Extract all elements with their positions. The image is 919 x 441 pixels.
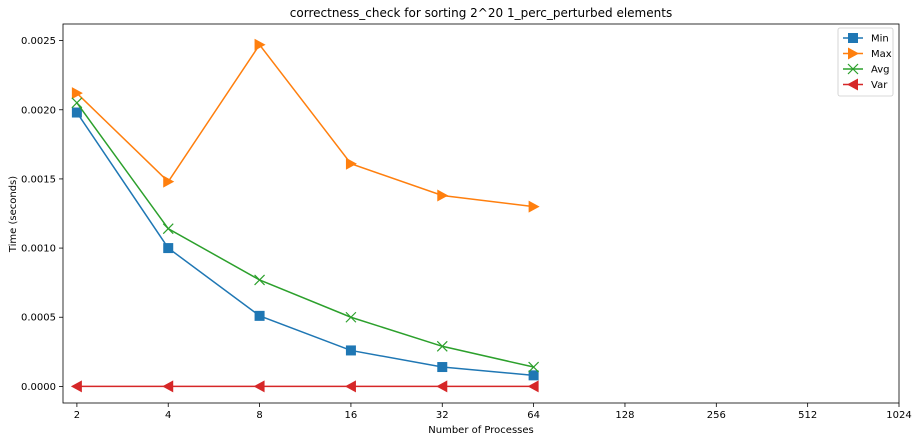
x-tick-label: 128 (615, 410, 634, 421)
data-point-min (254, 310, 265, 321)
legend-marker-avg (847, 63, 859, 75)
data-point-min (163, 243, 174, 254)
legend-marker-max (848, 47, 859, 60)
data-point-var (527, 380, 539, 393)
data-point-max (528, 200, 540, 213)
x-tick-label: 16 (345, 410, 358, 421)
x-tick-label: 1024 (886, 410, 911, 421)
data-point-min (437, 362, 448, 373)
legend: Min Max Avg Var (837, 27, 894, 97)
y-tick-label: 0.0000 (21, 382, 56, 393)
x-tick-label: 4 (165, 410, 171, 421)
y-tick-label: 0.0025 (21, 36, 56, 47)
series-line-max (76, 43, 534, 208)
data-point-avg (254, 274, 266, 286)
plot-area (70, 38, 540, 393)
y-tick-label: 0.0010 (21, 244, 56, 255)
legend-item-var: Var (843, 78, 888, 91)
x-tick-label: 64 (527, 410, 540, 421)
data-point-avg (71, 97, 83, 109)
legend-item-avg: Avg (843, 63, 890, 76)
data-point-avg (436, 340, 448, 352)
data-point-var (436, 380, 448, 393)
data-point-min (345, 345, 356, 356)
x-tick-label: 8 (256, 410, 262, 421)
legend-item-max: Max (843, 47, 892, 60)
data-point-avg (528, 361, 540, 373)
data-point-var (253, 380, 265, 393)
legend-marker-var (847, 78, 858, 91)
data-point-max (345, 157, 357, 170)
chart-title: correctness_check for sorting 2^20 1_per… (290, 6, 672, 20)
data-point-max (71, 87, 83, 100)
series-min (71, 107, 539, 381)
data-point-var (344, 380, 356, 393)
legend-label: Avg (871, 65, 890, 76)
series-var (70, 380, 539, 393)
data-point-max (254, 38, 266, 51)
data-point-var (162, 380, 174, 393)
legend-label: Max (871, 49, 892, 60)
y-tick-label: 0.0020 (21, 105, 56, 116)
data-point-var (70, 380, 82, 393)
y-tick-label: 0.0015 (21, 174, 56, 185)
y-axis: 0.0000 0.0005 0.0010 0.0015 0.0020 0.0025 (21, 36, 63, 393)
series-line-avg (76, 102, 534, 368)
series-avg (71, 97, 540, 373)
plot-frame (62, 23, 900, 404)
series-max (71, 38, 540, 213)
data-point-min (71, 107, 82, 118)
legend-label: Var (871, 80, 888, 91)
legend-box (837, 27, 894, 97)
legend-label: Min (871, 34, 889, 45)
data-point-max (163, 175, 175, 188)
data-point-max (437, 189, 449, 202)
data-point-avg (345, 311, 357, 323)
legend-item-min: Min (843, 33, 889, 45)
x-axis-label: Number of Processes (428, 425, 533, 436)
x-tick-label: 512 (798, 410, 817, 421)
legend-marker-min (848, 33, 858, 43)
data-point-min (528, 370, 539, 381)
data-point-avg (162, 223, 174, 235)
y-tick-label: 0.0005 (21, 313, 56, 324)
x-axis: 2 4 8 16 32 64 128 256 512 1024 (74, 403, 912, 421)
y-axis-label: Time (seconds) (8, 176, 19, 253)
x-tick-label: 256 (707, 410, 726, 421)
x-tick-label: 2 (74, 410, 80, 421)
series-line-min (76, 112, 534, 377)
x-tick-label: 32 (436, 410, 449, 421)
